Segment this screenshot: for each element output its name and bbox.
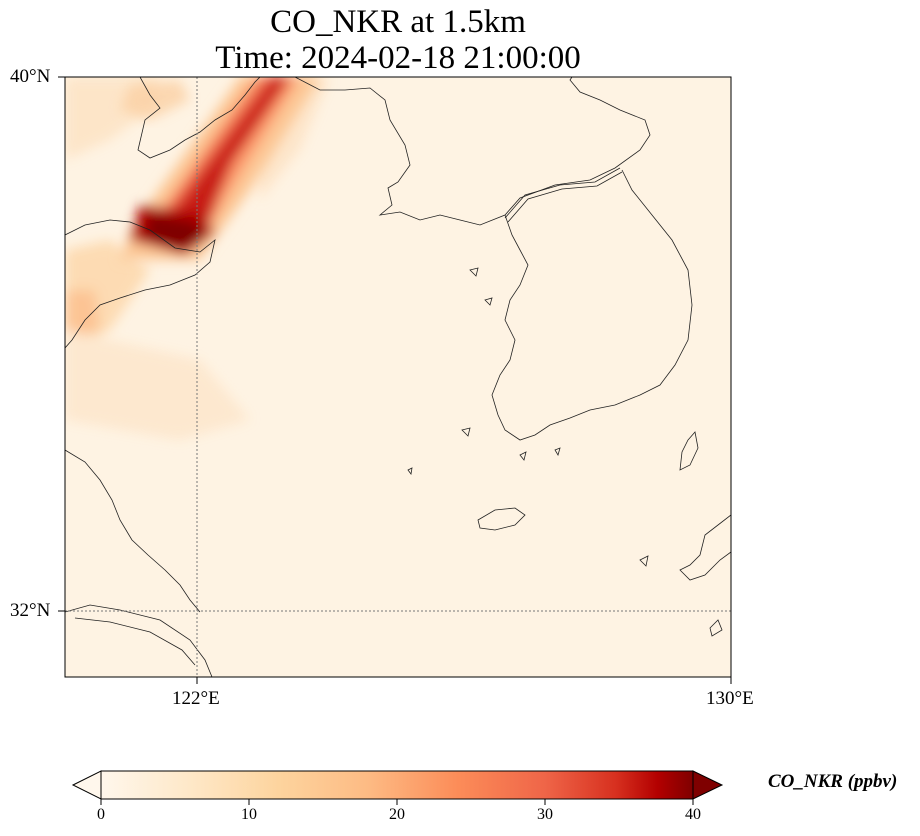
colorbar bbox=[71, 770, 724, 805]
colorbar-extend-min bbox=[71, 770, 102, 800]
colorbar-tick-40: 40 bbox=[685, 806, 701, 823]
colorbar-tick-30: 30 bbox=[537, 806, 553, 823]
colorbar-label: CO_NKR (ppbv) bbox=[768, 771, 898, 792]
map-title: CO_NKR at 1.5km bbox=[270, 4, 526, 40]
colorbar-tick-10: 10 bbox=[241, 806, 257, 823]
lon-tick-122e: 122°E bbox=[172, 688, 220, 709]
concentration-field bbox=[65, 77, 731, 677]
coastlines bbox=[65, 77, 731, 677]
lat-tick-32n: 32°N bbox=[10, 600, 51, 621]
gridlines bbox=[65, 77, 731, 677]
lon-tick-130e: 130°E bbox=[706, 688, 754, 709]
colorbar-extend-max bbox=[692, 770, 724, 800]
colorbar-tick-0: 0 bbox=[97, 806, 105, 823]
colorbar-tick-20: 20 bbox=[389, 806, 405, 823]
lat-tick-40n: 40°N bbox=[10, 66, 51, 87]
axis-ticks bbox=[58, 76, 732, 684]
map-time: Time: 2024-02-18 21:00:00 bbox=[215, 40, 581, 76]
map-frame bbox=[64, 76, 732, 678]
colorbar-gradient bbox=[100, 770, 694, 800]
